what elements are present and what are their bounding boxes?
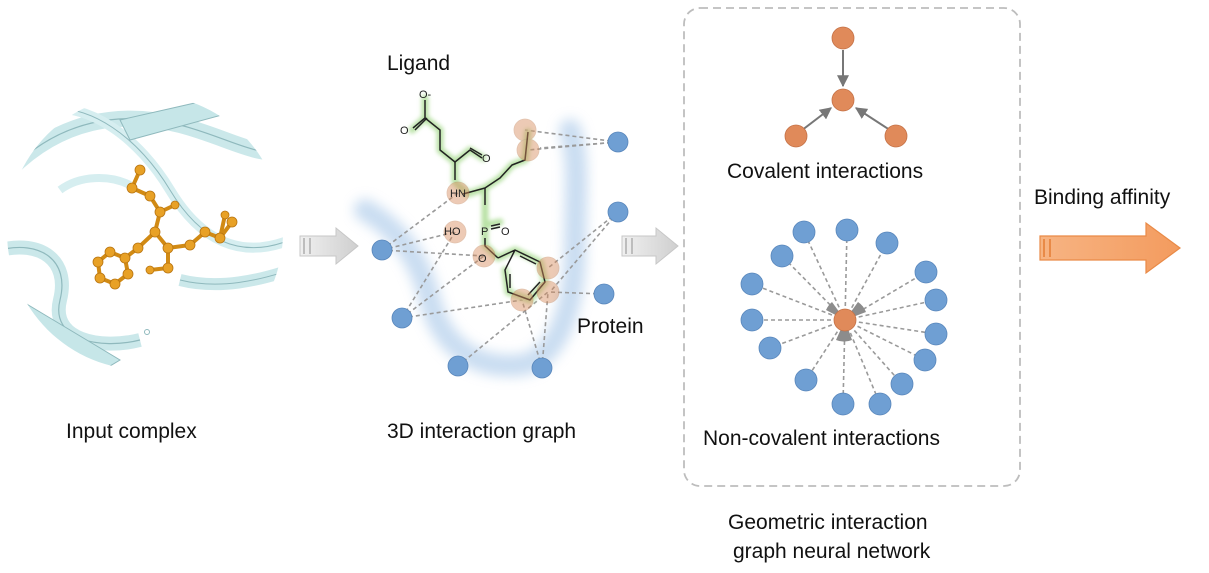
atom-ho: HO [444, 226, 461, 238]
network-label-line2: graph neural network [733, 540, 931, 563]
flow-arrow-1 [299, 226, 359, 266]
covalent-graph [784, 26, 908, 148]
atom-o4: O [478, 253, 487, 265]
noncovalent-graph [740, 218, 948, 416]
flow-arrow-2 [621, 226, 679, 266]
protein-nodes [371, 131, 629, 379]
output-arrow [1039, 221, 1182, 275]
protein-surface-blur [354, 119, 588, 377]
atom-nh: HN [450, 188, 466, 200]
noncovalent-label: Non-covalent interactions [703, 427, 940, 450]
interaction-graph-label: 3D interaction graph [387, 420, 577, 443]
ligand-label: Ligand [387, 52, 451, 75]
interaction-dashes [381, 129, 619, 369]
atom-o-minus: O- [419, 89, 432, 101]
ligand-structure: O- O O HN HO P O O [400, 89, 560, 312]
atom-o2: O [482, 153, 491, 165]
atom-p: P [481, 226, 488, 238]
network-label-line1: Geometric interaction [728, 511, 928, 534]
atom-o3: O [501, 226, 510, 238]
atom-o1: O [400, 125, 409, 137]
binding-affinity-label: Binding affinity [1034, 186, 1171, 209]
protein-label: Protein [577, 315, 644, 338]
input-complex-label: Input complex [66, 420, 197, 443]
covalent-label: Covalent interactions [727, 160, 924, 183]
input-complex-image [7, 94, 283, 370]
gnn-dashed-box [683, 7, 1021, 487]
